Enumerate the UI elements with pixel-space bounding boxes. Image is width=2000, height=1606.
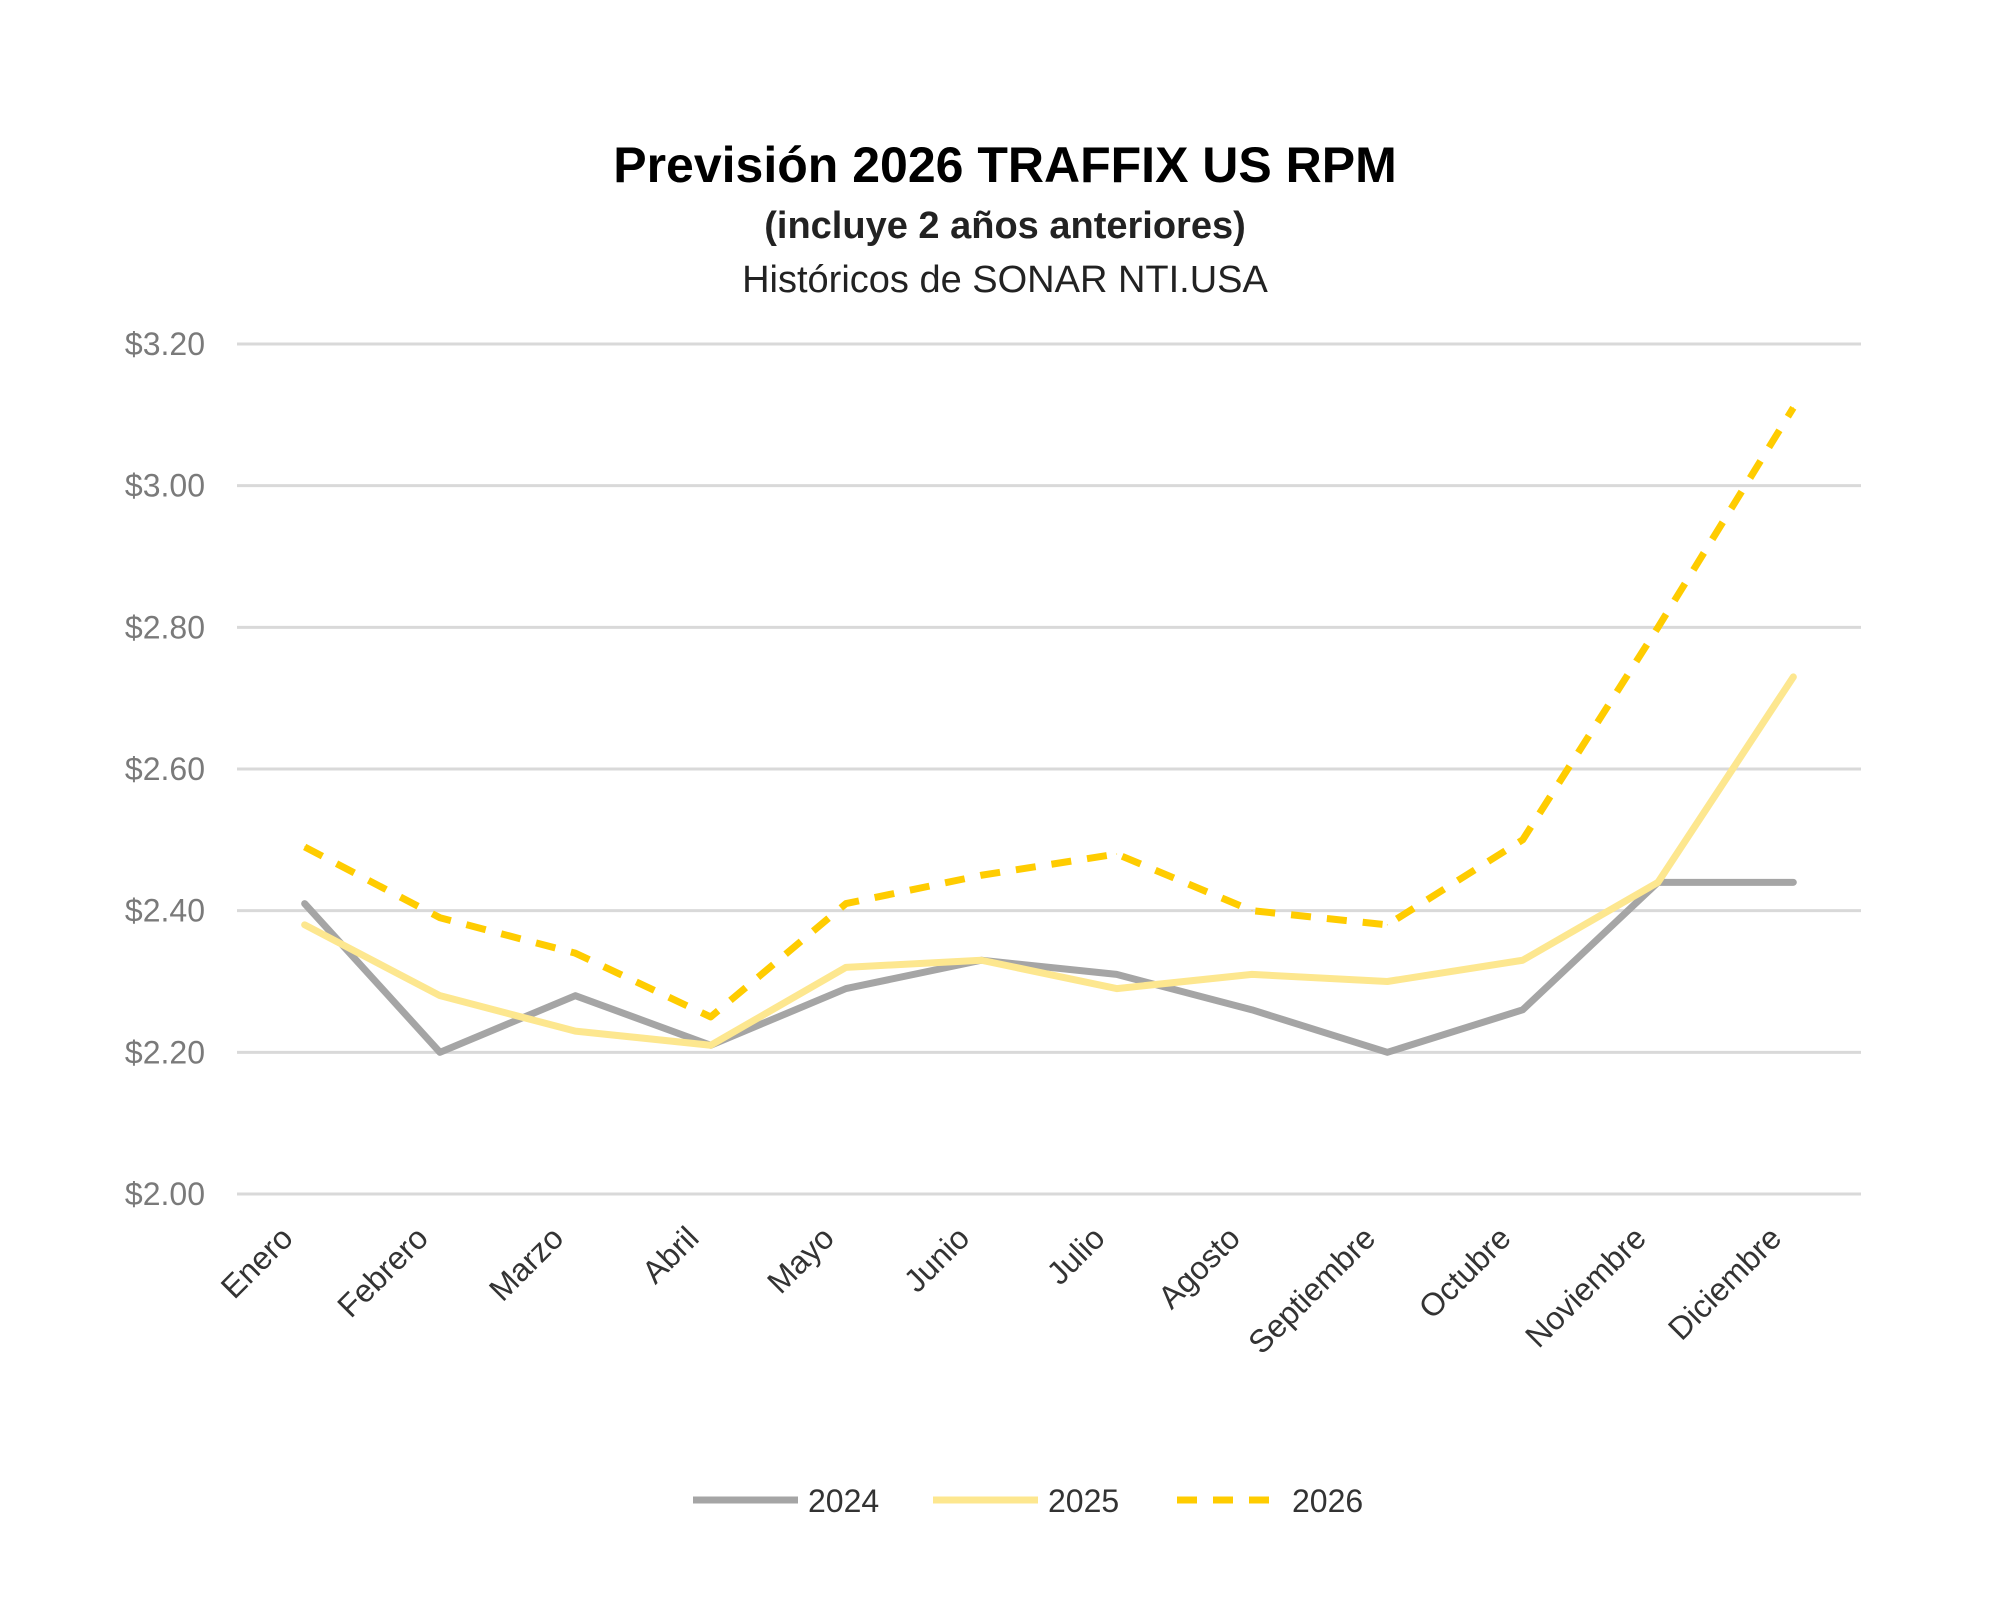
y-tick-label: $3.00 — [125, 468, 205, 504]
series-line-2025 — [301, 673, 1797, 1049]
data-point-2024 — [1251, 1009, 1253, 1011]
chart-title: Previsión 2026 TRAFFIX US RPM — [613, 137, 1397, 193]
legend: 2024 2025 2026 — [693, 1483, 1363, 1519]
y-axis-ticks: $2.00 $2.20 $2.40 $2.60 $2.80 $3.00 $3.20 — [125, 326, 205, 1212]
x-tick-label: Noviembre — [1518, 1219, 1653, 1354]
y-tick-label: $2.60 — [125, 751, 205, 787]
y-tick-label: $2.00 — [125, 1176, 205, 1212]
data-point-2024 — [304, 903, 306, 905]
data-point-2026 — [1251, 910, 1253, 912]
data-point-2025 — [980, 959, 982, 961]
data-point-2025 — [1792, 676, 1794, 678]
y-tick-label: $3.20 — [125, 326, 205, 362]
data-point-2024 — [439, 1051, 441, 1053]
legend-label: 2025 — [1048, 1483, 1119, 1519]
legend-label: 2024 — [808, 1483, 879, 1519]
data-point-2025 — [304, 924, 306, 926]
x-tick-label: Abril — [635, 1219, 706, 1290]
y-tick-label: $2.80 — [125, 609, 205, 645]
chart-source: Históricos de SONAR NTI.USA — [742, 259, 1268, 301]
data-point-2024 — [1386, 1051, 1388, 1053]
data-point-2024 — [845, 988, 847, 990]
data-point-2025 — [1657, 881, 1659, 883]
data-point-2025 — [710, 1044, 712, 1046]
data-point-2026 — [1522, 839, 1524, 841]
x-tick-label: Agosto — [1151, 1219, 1247, 1315]
data-point-2024 — [1522, 1009, 1524, 1011]
x-axis-ticks: Enero Febrero Marzo Abril Mayo Junio Julio Agos… — [214, 1219, 1789, 1360]
x-tick-label: Enero — [214, 1219, 300, 1305]
legend-label: 2026 — [1292, 1483, 1363, 1519]
x-tick-label: Mayo — [760, 1219, 841, 1300]
legend-item-2025: 2025 — [933, 1483, 1119, 1519]
data-point-2025 — [1522, 959, 1524, 961]
y-tick-label: $2.20 — [125, 1034, 205, 1070]
data-point-2026 — [1792, 407, 1794, 409]
x-tick-label: Febrero — [330, 1219, 435, 1324]
x-tick-label: Junio — [897, 1219, 977, 1299]
data-point-2026 — [845, 903, 847, 905]
data-point-2025 — [1116, 988, 1118, 990]
data-point-2024 — [1116, 973, 1118, 975]
data-point-2024 — [574, 995, 576, 997]
data-point-2026 — [1657, 626, 1659, 628]
data-point-2026 — [439, 917, 441, 919]
series-line-2026 — [303, 405, 1797, 1021]
data-point-2026 — [710, 1016, 712, 1018]
x-tick-label: Septiembre — [1241, 1219, 1382, 1360]
data-point-2026 — [1116, 853, 1118, 855]
data-point-2025 — [439, 995, 441, 997]
legend-item-2026: 2026 — [1177, 1483, 1363, 1519]
data-point-2026 — [980, 874, 982, 876]
data-point-2025 — [1251, 973, 1253, 975]
x-tick-label: Octubre — [1412, 1219, 1518, 1325]
y-tick-label: $2.40 — [125, 893, 205, 929]
data-point-2026 — [1386, 924, 1388, 926]
chart-subtitle: (incluye 2 años anteriores) — [764, 205, 1246, 247]
series-line-2024 — [301, 878, 1797, 1056]
data-point-2026 — [304, 846, 306, 848]
series-lines — [301, 405, 1797, 1056]
data-point-2025 — [574, 1030, 576, 1032]
legend-item-2024: 2024 — [693, 1483, 879, 1519]
data-point-2025 — [1386, 981, 1388, 982]
x-tick-label: Marzo — [482, 1219, 570, 1307]
data-point-2026 — [574, 952, 576, 954]
x-tick-label: Diciembre — [1661, 1219, 1788, 1346]
data-point-2024 — [1792, 881, 1794, 883]
x-tick-label: Julio — [1040, 1219, 1112, 1291]
gridlines — [237, 342, 1861, 1196]
data-point-2025 — [845, 966, 847, 968]
